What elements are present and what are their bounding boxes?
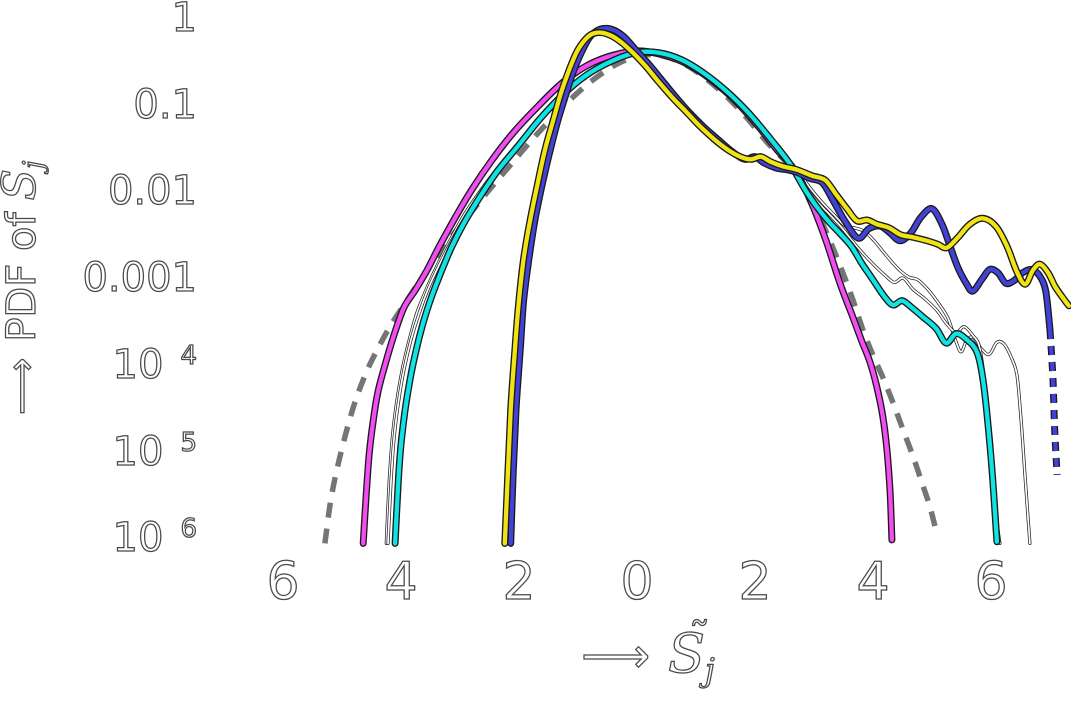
y-tick-exponent: 5 bbox=[180, 427, 198, 458]
curve-yellow-curve bbox=[502, 30, 1071, 546]
curve-blue-curve bbox=[508, 26, 1053, 546]
curve-thin-reference-lower-edge bbox=[386, 52, 1002, 545]
y-tick-label: 1 bbox=[171, 0, 198, 42]
s-tilde-symbol: S˜j bbox=[667, 614, 715, 699]
x-axis-label: ⟶ S ˜ j bbox=[581, 614, 716, 699]
y-tick-exponent: 4 bbox=[180, 340, 198, 371]
y-tick-label: 0.001 bbox=[82, 254, 198, 302]
curve-magenta-curve bbox=[361, 48, 895, 546]
x-tick-label: 6 bbox=[266, 552, 300, 612]
axis-arrow-icon: ⟶ bbox=[581, 627, 653, 684]
y-tick-label: 10 6 bbox=[112, 514, 198, 562]
x-tick-label: 4 bbox=[384, 552, 418, 612]
axis-arrow-icon: ⟶ bbox=[0, 355, 46, 416]
tilde-accent: ˜ bbox=[688, 614, 711, 665]
x-tick-label: 0 bbox=[620, 552, 654, 612]
curve-blue-curve-tail bbox=[1047, 329, 1060, 476]
y-tick-label: 10 4 bbox=[112, 340, 198, 388]
symbol-subscript: j bbox=[704, 652, 715, 689]
y-tick-label: 10 5 bbox=[112, 427, 198, 475]
curve-cyan-curve bbox=[392, 49, 1000, 546]
x-tick-label: 6 bbox=[974, 552, 1008, 612]
y-axis-label-text: PDF of bbox=[0, 212, 46, 342]
s-tilde-symbol: S˜j bbox=[0, 160, 59, 201]
x-tick-label: 4 bbox=[856, 552, 890, 612]
symbol-letter: S bbox=[667, 622, 706, 685]
x-tick-label: 2 bbox=[502, 552, 536, 612]
curve-thin-reference-lower bbox=[387, 53, 1001, 545]
y-tick-label: 0.01 bbox=[107, 168, 197, 215]
tilde-accent: ˜ bbox=[0, 164, 32, 184]
curve-magenta-curve-edge bbox=[359, 47, 896, 547]
curve-yellow-curve-edge bbox=[501, 29, 1071, 547]
y-tick-exponent: 6 bbox=[180, 514, 198, 545]
y-tick-label: 0.1 bbox=[133, 81, 198, 128]
y-axis-label: ⟶ PDF of S˜j bbox=[0, 160, 59, 416]
x-tick-label: 2 bbox=[738, 552, 772, 612]
